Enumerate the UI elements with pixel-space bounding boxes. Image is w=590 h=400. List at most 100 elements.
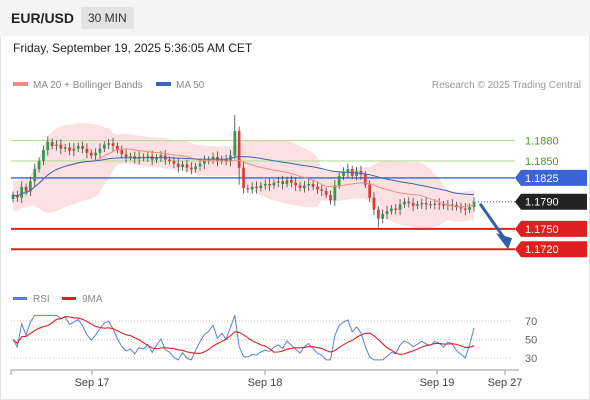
price-level-label: 1.1880	[525, 136, 559, 148]
price-level-tag	[515, 169, 587, 186]
price-level-label: 1.1790	[525, 197, 559, 209]
ma50-line	[12, 156, 475, 197]
candle-body	[468, 207, 471, 210]
candle-body	[324, 190, 328, 195]
candle-body	[411, 203, 415, 206]
candle-body	[168, 159, 171, 161]
candle-body	[111, 143, 115, 146]
candle-body	[146, 156, 150, 158]
candle-body	[42, 150, 45, 161]
candle-body	[398, 204, 402, 210]
candle-body	[159, 155, 163, 158]
candle-body	[33, 169, 37, 182]
candle-body	[155, 157, 158, 160]
candle-body	[72, 148, 76, 151]
legend-ma20-label: MA 20 + Bollinger Bands	[33, 80, 143, 91]
candle-body	[450, 204, 454, 206]
price-level-tag	[515, 220, 587, 237]
rsi-tick-label: 30	[525, 353, 537, 365]
candle-body	[246, 188, 250, 190]
price-level-tag	[515, 241, 587, 258]
candle-body	[94, 152, 97, 156]
x-tick-label: Sep 19	[420, 377, 455, 389]
rsi-tick-label: 70	[525, 316, 537, 328]
candle-body	[276, 181, 280, 183]
candle-body	[255, 186, 258, 189]
candle-body	[385, 211, 389, 214]
candle-body	[442, 204, 445, 206]
projection-arrow	[478, 202, 507, 241]
price-level-label: 1.1850	[525, 156, 559, 168]
candle-body	[285, 180, 289, 185]
legend-ma50-label: MA 50	[176, 80, 205, 91]
candle-body	[194, 166, 197, 170]
legend-9ma-label: 9MA	[82, 294, 103, 305]
candle-body	[120, 150, 124, 155]
candle-body	[420, 203, 424, 205]
candle-body	[320, 189, 324, 191]
candle-body	[424, 203, 428, 205]
candle-body	[59, 144, 63, 149]
candle-body	[263, 184, 267, 186]
candle-body	[311, 184, 315, 187]
legend-rsi-label: RSI	[33, 294, 50, 305]
candle-body	[220, 158, 224, 161]
candle-body	[437, 203, 441, 205]
candle-body	[203, 160, 206, 164]
timeframe-badge[interactable]: 30 MIN	[81, 7, 134, 29]
candle-body	[37, 160, 41, 170]
candle-body	[329, 194, 332, 201]
candle-body	[89, 152, 93, 156]
x-tick-label: Sep 27	[488, 377, 523, 389]
candle-body	[433, 203, 437, 206]
candle-body	[129, 156, 132, 158]
candle-body	[346, 169, 350, 172]
candle-body	[224, 158, 228, 161]
candle-body	[290, 180, 293, 183]
candle-body	[124, 154, 128, 157]
candle-body	[268, 184, 271, 186]
candle-body	[464, 208, 467, 210]
candle-body	[233, 131, 237, 156]
candle-body	[333, 185, 337, 201]
legend-rsi: RSI	[13, 294, 50, 305]
candle-body	[363, 174, 367, 185]
candle-body	[242, 167, 245, 189]
candle-body	[416, 204, 419, 206]
candle-body	[172, 160, 176, 164]
candle-body	[390, 208, 393, 212]
candle-body	[298, 185, 302, 189]
candle-body	[316, 186, 319, 190]
price-level-label: 1.1825	[525, 173, 559, 185]
candle-body	[472, 201, 476, 208]
symbol-title: EUR/USD	[11, 10, 75, 26]
candle-body	[50, 141, 54, 146]
candle-body	[185, 164, 189, 168]
chart-timestamp: Friday, September 19, 2025 5:36:05 AM CE…	[13, 41, 253, 55]
candle-body	[407, 201, 411, 204]
candle-body	[81, 146, 84, 149]
legend-ma20: MA 20 + Bollinger Bands	[13, 80, 143, 91]
candle-body	[237, 131, 241, 168]
candle-body	[116, 146, 119, 151]
price-level-label: 1.1750	[525, 224, 559, 236]
candle-body	[103, 144, 106, 149]
projection-arrowhead	[496, 233, 512, 250]
chart-header: EUR/USD 30 MIN	[0, 0, 590, 36]
candle-body	[176, 163, 180, 168]
candle-body	[20, 186, 23, 198]
candle-body	[368, 184, 371, 198]
candle-body	[63, 147, 67, 149]
candle-body	[372, 197, 376, 210]
candle-body	[337, 175, 341, 186]
rsi-tick-label: 50	[525, 335, 537, 347]
candle-body	[377, 209, 380, 219]
candle-body	[455, 205, 458, 208]
candle-body	[68, 147, 71, 151]
price-level-label: 1.1720	[525, 244, 559, 256]
x-tick-label: Sep 18	[248, 377, 283, 389]
candle-body	[211, 156, 215, 160]
candle-body	[181, 164, 184, 167]
legend-9ma: 9MA	[62, 294, 103, 305]
candle-body	[198, 163, 202, 167]
